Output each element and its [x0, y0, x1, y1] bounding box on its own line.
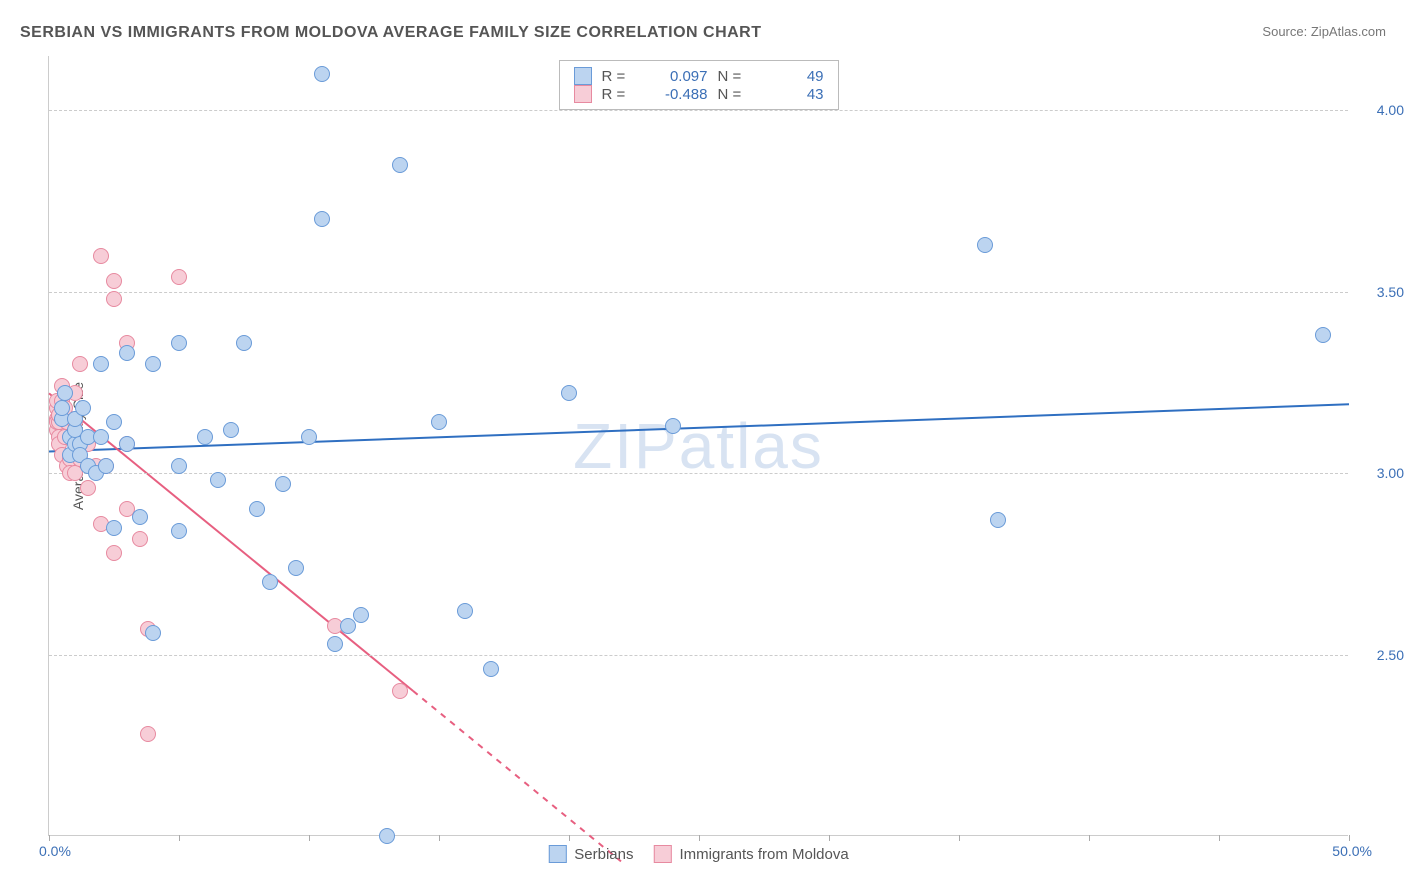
- data-point-serbians: [327, 636, 343, 652]
- data-point-serbians: [249, 501, 265, 517]
- data-point-serbians: [93, 356, 109, 372]
- series-legend: Serbians Immigrants from Moldova: [548, 845, 848, 863]
- legend-label-serbians: Serbians: [574, 846, 633, 863]
- gridline-h: [49, 473, 1348, 474]
- data-point-serbians: [275, 476, 291, 492]
- data-point-moldova: [392, 683, 408, 699]
- r-label: R =: [602, 68, 634, 85]
- data-point-serbians: [483, 661, 499, 677]
- n-label: N =: [718, 86, 750, 103]
- gridline-h: [49, 292, 1348, 293]
- source-link[interactable]: ZipAtlas.com: [1311, 24, 1386, 39]
- source-label: Source:: [1262, 24, 1307, 39]
- swatch-moldova: [574, 85, 592, 103]
- data-point-moldova: [93, 248, 109, 264]
- data-point-serbians: [197, 429, 213, 445]
- data-point-serbians: [119, 345, 135, 361]
- data-point-serbians: [210, 472, 226, 488]
- data-point-serbians: [262, 574, 278, 590]
- gridline-h: [49, 655, 1348, 656]
- y-tick-label: 4.00: [1377, 102, 1404, 118]
- legend-row-moldova: R = -0.488 N = 43: [574, 85, 824, 103]
- data-point-serbians: [301, 429, 317, 445]
- trend-line: [413, 691, 621, 862]
- data-point-serbians: [561, 385, 577, 401]
- x-tick: [49, 835, 50, 841]
- data-point-serbians: [106, 414, 122, 430]
- data-point-serbians: [171, 458, 187, 474]
- data-point-serbians: [314, 66, 330, 82]
- legend-item-moldova: Immigrants from Moldova: [653, 845, 848, 863]
- data-point-serbians: [75, 400, 91, 416]
- y-tick-label: 2.50: [1377, 647, 1404, 663]
- x-tick: [309, 835, 310, 841]
- data-point-serbians: [379, 828, 395, 844]
- legend-item-serbians: Serbians: [548, 845, 633, 863]
- legend-label-moldova: Immigrants from Moldova: [679, 846, 848, 863]
- data-point-serbians: [106, 520, 122, 536]
- watermark-text: ZIPatlas: [573, 409, 824, 483]
- data-point-serbians: [314, 211, 330, 227]
- data-point-serbians: [340, 618, 356, 634]
- x-tick: [439, 835, 440, 841]
- data-point-serbians: [57, 385, 73, 401]
- data-point-serbians: [171, 523, 187, 539]
- x-tick: [1089, 835, 1090, 841]
- x-tick: [1219, 835, 1220, 841]
- data-point-serbians: [977, 237, 993, 253]
- data-point-serbians: [236, 335, 252, 351]
- legend-row-serbians: R = 0.097 N = 49: [574, 67, 824, 85]
- data-point-moldova: [106, 273, 122, 289]
- trend-lines-layer: [49, 56, 1348, 835]
- data-point-moldova: [171, 269, 187, 285]
- data-point-serbians: [119, 436, 135, 452]
- r-label: R =: [602, 86, 634, 103]
- data-point-serbians: [132, 509, 148, 525]
- data-point-serbians: [288, 560, 304, 576]
- y-tick-label: 3.00: [1377, 465, 1404, 481]
- data-point-moldova: [106, 291, 122, 307]
- n-value-moldova: 43: [760, 86, 824, 103]
- data-point-serbians: [457, 603, 473, 619]
- x-axis-min-label: 0.0%: [39, 843, 71, 859]
- r-value-moldova: -0.488: [644, 86, 708, 103]
- swatch-moldova: [653, 845, 671, 863]
- x-tick: [179, 835, 180, 841]
- data-point-serbians: [353, 607, 369, 623]
- r-value-serbians: 0.097: [644, 68, 708, 85]
- x-tick: [699, 835, 700, 841]
- trend-line: [49, 404, 1349, 451]
- chart-plot-area: ZIPatlas R = 0.097 N = 49 R = -0.488 N =…: [48, 56, 1348, 836]
- n-label: N =: [718, 68, 750, 85]
- x-tick: [829, 835, 830, 841]
- data-point-moldova: [80, 480, 96, 496]
- data-point-serbians: [392, 157, 408, 173]
- chart-title: SERBIAN VS IMMIGRANTS FROM MOLDOVA AVERA…: [20, 24, 762, 42]
- data-point-serbians: [145, 356, 161, 372]
- data-point-serbians: [93, 429, 109, 445]
- swatch-serbians: [574, 67, 592, 85]
- gridline-h: [49, 110, 1348, 111]
- data-point-serbians: [145, 625, 161, 641]
- data-point-serbians: [665, 418, 681, 434]
- y-tick-label: 3.50: [1377, 284, 1404, 300]
- data-point-serbians: [1315, 327, 1331, 343]
- x-tick: [959, 835, 960, 841]
- data-point-moldova: [106, 545, 122, 561]
- n-value-serbians: 49: [760, 68, 824, 85]
- data-point-moldova: [72, 356, 88, 372]
- data-point-serbians: [98, 458, 114, 474]
- data-point-moldova: [140, 726, 156, 742]
- swatch-serbians: [548, 845, 566, 863]
- data-point-moldova: [132, 531, 148, 547]
- data-point-serbians: [431, 414, 447, 430]
- correlation-legend: R = 0.097 N = 49 R = -0.488 N = 43: [559, 60, 839, 110]
- x-tick: [1349, 835, 1350, 841]
- data-point-serbians: [223, 422, 239, 438]
- x-axis-max-label: 50.0%: [1332, 843, 1372, 859]
- x-tick: [569, 835, 570, 841]
- data-point-serbians: [171, 335, 187, 351]
- data-point-serbians: [990, 512, 1006, 528]
- source-attribution: Source: ZipAtlas.com: [1262, 24, 1386, 39]
